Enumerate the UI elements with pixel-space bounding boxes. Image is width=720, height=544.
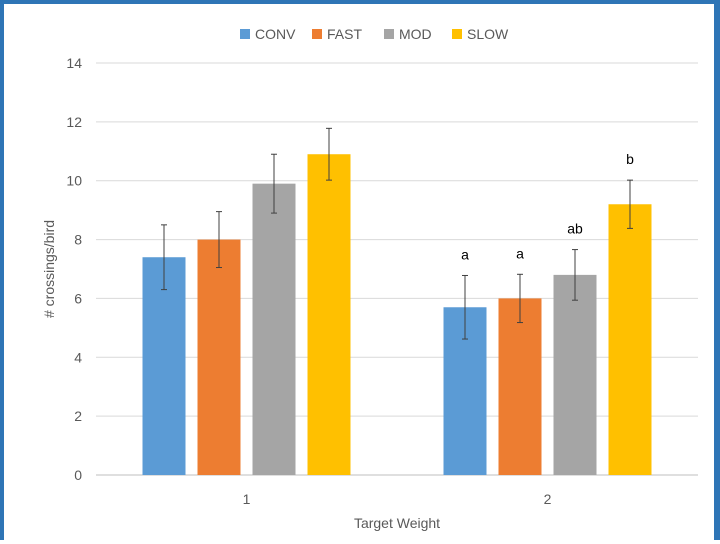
- error-bar-fast-1: [216, 211, 222, 269]
- y-tick-0: 0: [74, 467, 82, 483]
- legend-item-conv: CONV: [240, 26, 296, 42]
- legend-label-mod: MOD: [399, 26, 432, 42]
- legend-swatch-conv: [240, 29, 250, 39]
- legend-label-conv: CONV: [255, 26, 296, 42]
- significance-label-mod-2: ab: [567, 221, 583, 237]
- legend-swatch-slow: [452, 29, 462, 39]
- significance-label-conv-2: a: [461, 246, 469, 262]
- error-bar-mod-1: [271, 153, 277, 214]
- significance-label-fast-2: a: [516, 245, 524, 261]
- error-bars: [161, 127, 633, 340]
- error-bar-slow-2: [627, 179, 633, 229]
- y-tick-2: 2: [74, 408, 82, 424]
- y-tick-12: 12: [66, 114, 82, 130]
- bar-mod-1: [252, 183, 296, 475]
- bar-fast-1: [197, 239, 241, 475]
- y-tick-14: 14: [66, 55, 82, 71]
- legend-label-fast: FAST: [327, 26, 362, 42]
- y-tick-8: 8: [74, 232, 82, 248]
- error-bar-fast-2: [517, 273, 523, 324]
- legend-label-slow: SLOW: [467, 26, 509, 42]
- bar-slow-2: [608, 204, 652, 475]
- bar-slow-1: [307, 154, 351, 475]
- bars: [142, 154, 652, 475]
- legend-item-slow: SLOW: [452, 26, 509, 42]
- bar-fast-2: [498, 298, 542, 475]
- x-tick-1: 1: [243, 491, 251, 507]
- significance-labels: a a ab b: [461, 151, 634, 262]
- legend-item-fast: FAST: [312, 26, 362, 42]
- legend-swatch-fast: [312, 29, 322, 39]
- error-bar-mod-2: [572, 249, 578, 301]
- significance-label-slow-2: b: [626, 151, 634, 167]
- x-tick-2: 2: [544, 491, 552, 507]
- y-tick-6: 6: [74, 290, 82, 306]
- legend: CONV FAST MOD SLOW: [240, 26, 509, 42]
- y-axis-title: # crossings/bird: [41, 220, 57, 318]
- y-tick-labels: 0 2 4 6 8 10 12 14: [66, 55, 82, 483]
- legend-item-mod: MOD: [384, 26, 432, 42]
- legend-swatch-mod: [384, 29, 394, 39]
- error-bar-conv-2: [462, 274, 468, 340]
- error-bar-slow-1: [326, 127, 332, 181]
- x-axis-title: Target Weight: [354, 515, 440, 531]
- bar-mod-2: [553, 274, 597, 475]
- bar-conv-1: [142, 257, 186, 475]
- gridlines: [96, 62, 698, 476]
- y-tick-4: 4: [74, 349, 82, 365]
- error-bar-conv-1: [161, 224, 167, 291]
- y-tick-10: 10: [66, 173, 82, 189]
